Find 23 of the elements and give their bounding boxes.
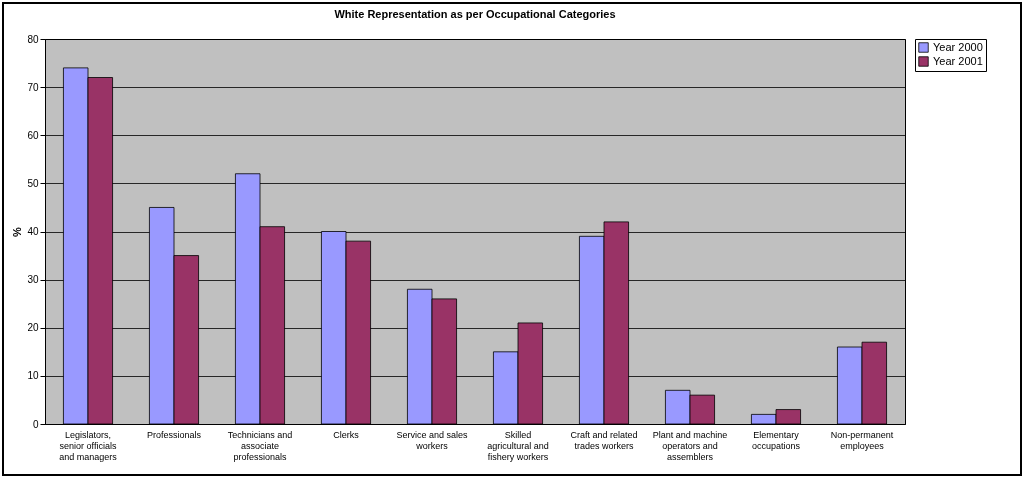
x-tick-label: Legislators, senior officials and managers <box>59 429 118 462</box>
x-tick-label: Elementary occupations <box>751 429 801 451</box>
y-tick-label: 60 <box>27 129 39 141</box>
x-tick-label: Non-permanent employees <box>830 429 894 451</box>
y-axis-title: % <box>11 226 24 237</box>
x-tick-label: Clerks <box>333 429 360 440</box>
x-tick-label: Craft and related trades workers <box>570 429 638 451</box>
y-tick-label: 40 <box>27 226 39 237</box>
y-tick-label: 70 <box>27 81 39 93</box>
x-tick-label: Skilled agricultural and fishery workers <box>487 429 549 462</box>
legend-label: Year 2000 <box>933 40 983 53</box>
x-tick-label: Technicians and associate professionals <box>227 429 293 462</box>
chart-title: White Representation as per Occupational Categories <box>334 8 616 20</box>
y-tick-label: 10 <box>27 370 39 382</box>
y-tick-label: 0 <box>32 418 39 430</box>
x-tick-label: Plant and machine operators and assemblers <box>652 429 728 462</box>
y-tick-label: 50 <box>27 177 39 189</box>
y-tick-label: 30 <box>27 274 39 286</box>
y-tick-label: 80 <box>27 33 39 45</box>
x-tick-label: Service and sales workers <box>396 429 469 451</box>
legend-label: Year 2001 <box>933 54 983 67</box>
x-tick-label: Professionals <box>146 429 202 440</box>
y-tick-label: 20 <box>27 322 39 334</box>
